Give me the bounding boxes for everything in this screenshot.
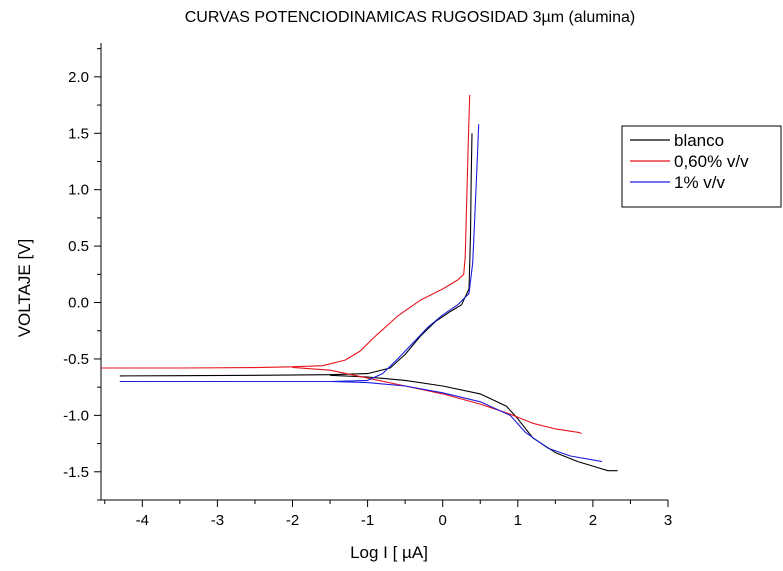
y-tick-label: 1.0: [68, 182, 89, 199]
axes: -4 -3 -2 -1 0 1 2 3 -1.5 -1.0 -0.5 0.0 0.5 1.0 1.5 2.0: [63, 43, 672, 529]
y-tick-label: 1.5: [68, 125, 89, 142]
y-tick-label: -1.5: [63, 464, 89, 481]
series-layer: [101, 94, 618, 472]
chart-title: CURVAS POTENCIODINAMICAS RUGOSIDAD 3µm (…: [185, 9, 635, 26]
x-tick-label: -2: [286, 512, 299, 529]
legend-label: 0,60% v/v: [674, 152, 749, 171]
y-tick-label: -1.0: [63, 407, 89, 424]
series-line-blanco-anodic: [119, 133, 473, 377]
y-tick-label: -0.5: [63, 351, 89, 368]
x-tick-label: 0: [439, 512, 447, 529]
legend-label: 1% v/v: [674, 173, 726, 192]
series-line-0-60-v-v-cathodic: [292, 366, 582, 434]
series-line-0-60-v-v-anodic: [101, 94, 471, 369]
series-line-1-v-v-cathodic: [330, 380, 603, 463]
series-line-1-v-v-anodic: [119, 124, 480, 383]
legend: blanco 0,60% v/v 1% v/v: [621, 125, 782, 208]
x-tick-label: 1: [514, 512, 522, 529]
x-tick-label: 3: [664, 512, 672, 529]
series-line-blanco-cathodic: [330, 374, 618, 472]
x-axis-label: Log I [ µA]: [350, 543, 428, 562]
y-tick-label: 0.0: [68, 295, 89, 312]
y-tick-label: 2.0: [68, 69, 89, 86]
legend-label: blanco: [674, 131, 724, 150]
x-tick-label: -4: [136, 512, 149, 529]
x-tick-label: 2: [589, 512, 597, 529]
x-tick-label: -3: [211, 512, 224, 529]
y-tick-label: 0.5: [68, 238, 89, 255]
x-tick-label: -1: [361, 512, 374, 529]
y-axis-label: VOLTAJE [V]: [15, 239, 34, 338]
